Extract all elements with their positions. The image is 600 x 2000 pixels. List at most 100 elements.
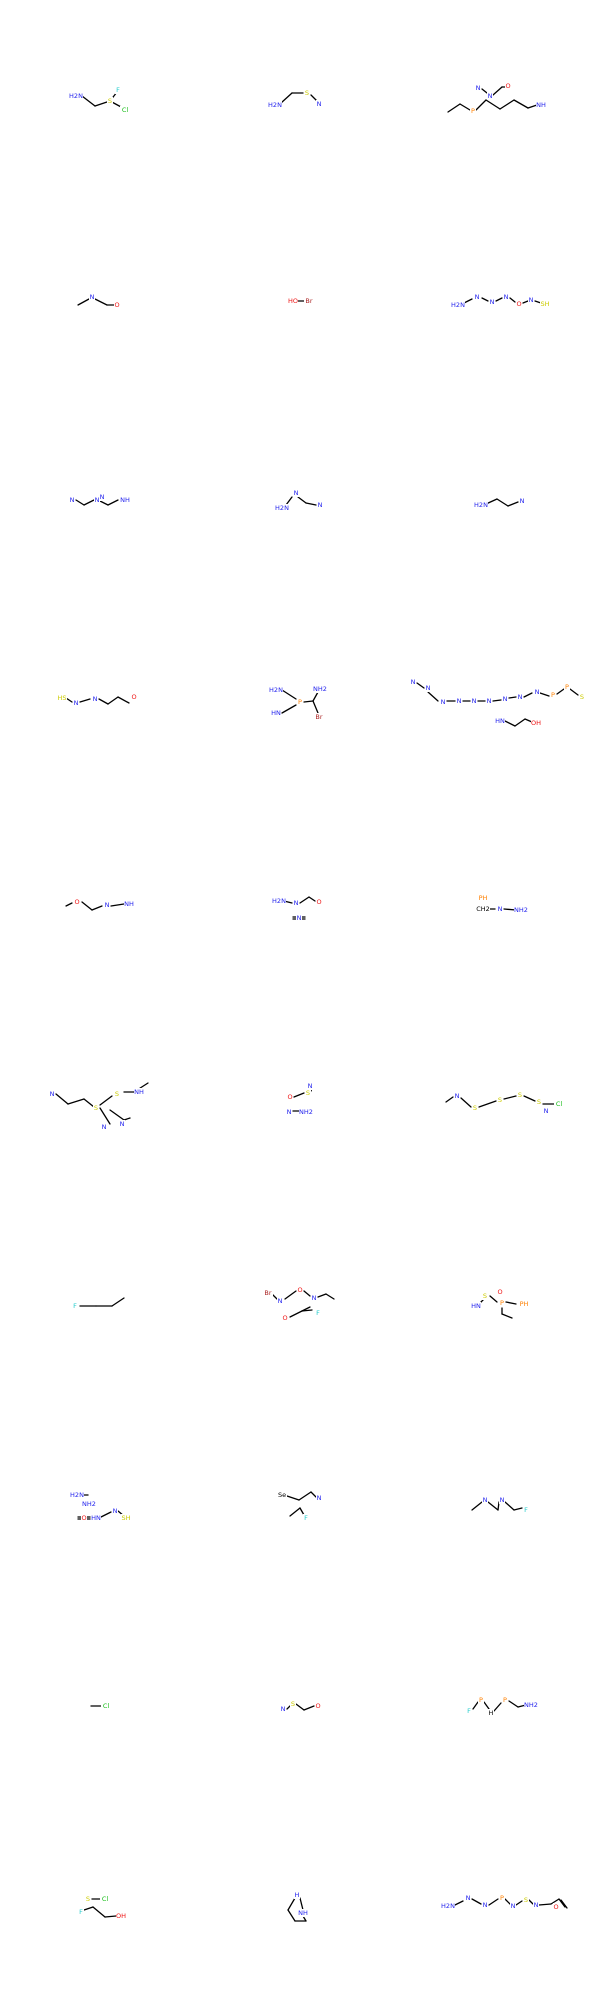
molecule-2: H2N SN [268,89,322,109]
atom-label: P [479,1696,483,1704]
bond [107,499,119,506]
bond [504,720,516,727]
atom-label: N [100,493,105,501]
bond [522,300,529,304]
bond [459,103,471,111]
bond [310,1491,317,1498]
atom-label: N [472,697,477,705]
molecule-17: O SNN NH2 [286,1082,313,1116]
atom-label: P [500,1894,504,1902]
bond [509,297,516,303]
atom-label-bg [502,1696,508,1704]
bond [524,718,533,723]
atom-label: N [411,678,416,686]
bond [289,1310,303,1318]
atom-label: N [312,1294,317,1302]
atom-label-bg [268,101,282,109]
bond [483,1701,490,1710]
atom-label-bg [519,497,525,505]
atom-label: N [93,695,98,703]
atom-label: P [471,107,475,115]
atom-label-bg [478,1696,484,1704]
bond [505,1301,517,1305]
atom-label: N [70,496,75,504]
molecule-12: N N N N N N N N N P P S HN OH [410,678,585,727]
atom-label-bg [121,1514,131,1522]
bond [281,689,297,700]
bond [508,696,517,699]
atom-label-bg [101,1123,107,1131]
bond [94,298,108,306]
molecule-23: Se N F [277,1491,322,1522]
bond [481,297,489,302]
bond [308,896,316,902]
bond [286,1495,300,1501]
atom-label-bg [107,97,113,105]
atom-label: N [120,1120,125,1128]
atom-label-bg [277,1491,287,1499]
atom-label-bg [269,686,283,694]
atom-label-bg [517,1091,523,1099]
atom-label-bg [524,1701,538,1709]
atom-label: N [529,296,534,304]
bond [303,1290,311,1297]
atom-label-bg [472,1104,478,1112]
atom-label: N [294,899,299,907]
atom-label-bg [120,106,130,114]
bond [293,1092,305,1098]
atom-label: H2N [69,92,83,100]
atom-label: N [535,688,540,696]
atom-label: N [490,298,495,306]
atom-label-bg [528,296,534,304]
molecule-3: NN O P NH [447,82,546,115]
atom-label-bg [313,685,327,693]
atom-label-bg [311,1294,317,1302]
bond [65,902,73,907]
bond [569,688,579,696]
bond [99,500,109,506]
atom-label-bg [74,898,80,906]
atom-label-bg [131,693,137,701]
bond [538,1903,552,1906]
atom-label-bg [304,297,314,305]
atom-label: S [483,1292,487,1300]
atom-label: N [483,1901,488,1909]
atom-label: N [281,1705,286,1713]
atom-label-bg [482,1496,488,1504]
bond [523,1095,536,1102]
atom-label: P [503,1696,507,1704]
bond [287,1909,296,1922]
atom-label: F [316,1309,320,1317]
atom-label: NH [298,1909,308,1917]
bond [325,1293,335,1300]
atom-label-bg [502,695,508,703]
atom-label-bg [474,501,488,509]
atom-label-bg [99,493,105,501]
atom-label-bg [287,1093,293,1101]
atom-label-bg [304,89,310,97]
atom-label: N [287,1108,292,1116]
bond [99,1095,113,1106]
atom-label: F [467,1707,471,1715]
molecule-7: N N N NH [69,493,130,506]
atom-label: O [287,1093,292,1101]
bond [504,1898,511,1905]
atom-label-bg [533,1901,539,1909]
atom-label-bg [516,300,522,308]
molecule-25: Cl [90,1702,111,1710]
molecule-26: NS O [280,1700,321,1713]
bond [501,1313,513,1319]
atom-label: OH [116,1912,126,1920]
atom-label: O [505,82,510,90]
atom-label: N [95,496,100,504]
bond [83,1098,95,1108]
atom-label-bg [488,1709,494,1717]
atom-label-bg [425,684,431,692]
atom-label-bg [294,1891,300,1899]
atom-label: S [580,693,584,701]
molecule-4: NO [77,293,120,309]
molecule-9: H2N N [474,497,525,509]
molecule-15: PH CH2 N NH2 [476,894,528,914]
atom-label: HN [471,1302,481,1310]
